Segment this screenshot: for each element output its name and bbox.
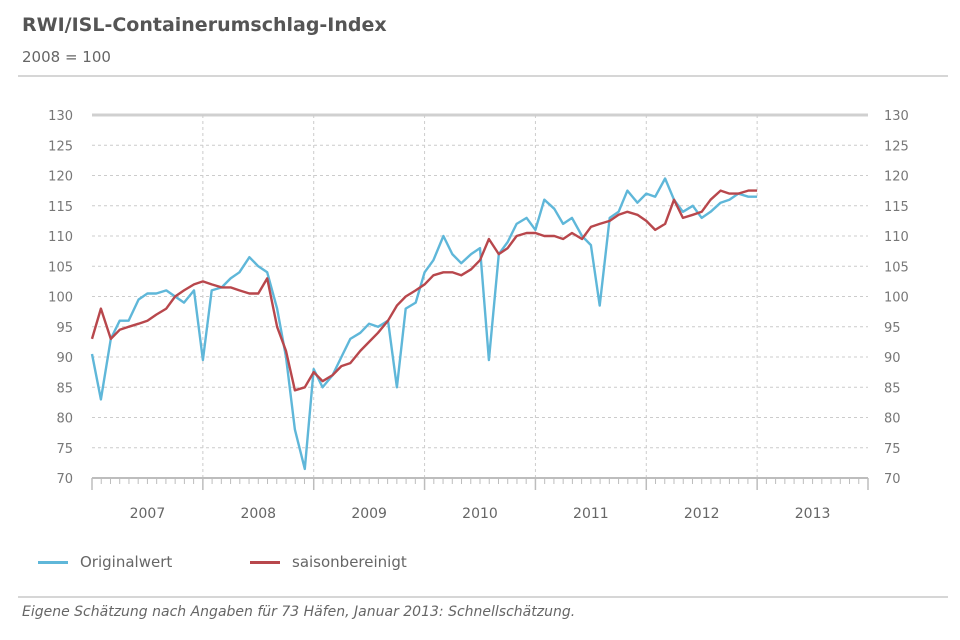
- y-tick-label-left: 130: [48, 109, 73, 124]
- y-tick-label-left: 115: [48, 200, 73, 215]
- chart-footnote: Eigene Schätzung nach Angaben für 73 Häf…: [22, 604, 576, 620]
- y-tick-label-left: 110: [48, 230, 73, 245]
- y-tick-label-right: 95: [884, 321, 901, 336]
- y-tick-label-right: 75: [884, 442, 901, 457]
- x-tick-label: 2012: [684, 506, 720, 522]
- y-tick-label-left: 100: [48, 291, 73, 306]
- y-tick-label-left: 70: [56, 472, 73, 487]
- y-tick-label-left: 85: [56, 381, 73, 396]
- y-tick-label-right: 90: [884, 351, 901, 366]
- legend-swatch-original: [38, 560, 68, 564]
- y-tick-label-right: 105: [884, 260, 909, 275]
- legend-label-seasonal: saisonbereinigt: [292, 553, 407, 571]
- y-tick-label-left: 75: [56, 442, 73, 457]
- y-tick-label-right: 125: [884, 139, 909, 154]
- chart-title: RWI/ISL-Containerumschlag-Index: [22, 14, 387, 36]
- y-tick-label-left: 80: [56, 412, 73, 427]
- y-tick-label-right: 120: [884, 170, 909, 185]
- y-tick-label-left: 90: [56, 351, 73, 366]
- legend-item-seasonal: saisonbereinigt: [250, 553, 407, 571]
- y-tick-label-right: 70: [884, 472, 901, 487]
- x-tick-label: 2013: [795, 506, 831, 522]
- line-chart: 130 130 125 125 120 120 115 115 110 110 105 105 100 1…: [48, 109, 909, 522]
- x-tick-label: 2007: [130, 506, 166, 522]
- y-tick-label-left: 125: [48, 139, 73, 154]
- x-tick-label: 2011: [573, 506, 609, 522]
- legend-label-original: Originalwert: [80, 553, 173, 571]
- x-tick-label: 2008: [240, 506, 276, 522]
- bottom-divider: [18, 596, 948, 598]
- series-line-original: [90, 177, 758, 471]
- y-tick-label-left: 95: [56, 321, 73, 336]
- y-tick-label-left: 105: [48, 260, 73, 275]
- y-tick-label-right: 80: [884, 412, 901, 427]
- x-tick-label: 2009: [351, 506, 387, 522]
- y-tick-label-right: 100: [884, 291, 909, 306]
- y-tick-label-right: 110: [884, 230, 909, 245]
- y-tick-label-right: 85: [884, 381, 901, 396]
- y-tick-label-right: 115: [884, 200, 909, 215]
- x-tick-label: 2010: [462, 506, 498, 522]
- chart-subtitle: 2008 = 100: [22, 48, 111, 66]
- y-tick-label-left: 120: [48, 170, 73, 185]
- legend-item-original: Originalwert: [38, 553, 172, 571]
- series-line-seasonal: [90, 189, 758, 392]
- legend-swatch-seasonal: [250, 560, 280, 564]
- top-divider: [18, 75, 948, 77]
- y-tick-label-right: 130: [884, 109, 909, 124]
